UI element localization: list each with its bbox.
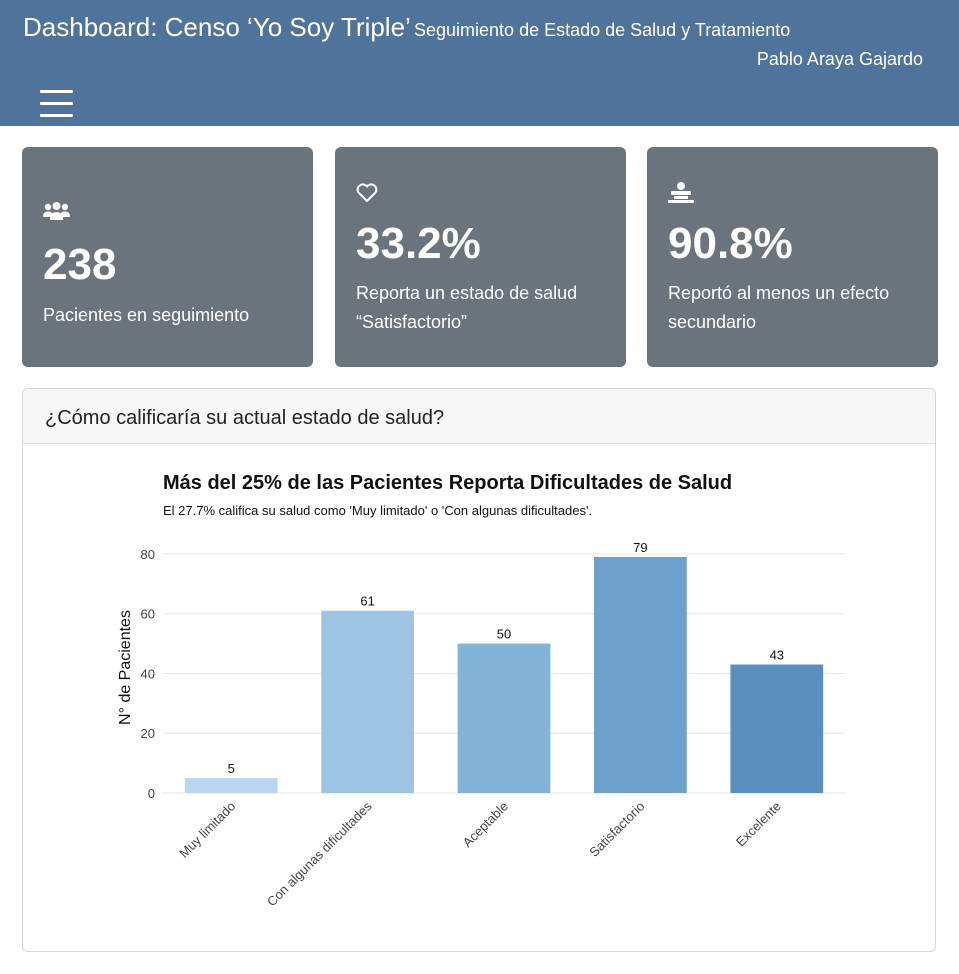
y-tick-label: 40 bbox=[141, 666, 155, 681]
users-icon bbox=[43, 202, 70, 227]
bar-value-label: 50 bbox=[497, 627, 511, 642]
value-box-value: 33.2% bbox=[356, 219, 481, 268]
card-header-title: ¿Cómo calificaría su actual estado de sa… bbox=[45, 407, 445, 429]
y-tick-label: 60 bbox=[141, 607, 155, 622]
bar-1 bbox=[184, 778, 278, 793]
health-status-bar-chart: Más del 25% de las Pacientes Reporta Dif… bbox=[117, 472, 845, 909]
chart-title: Más del 25% de las Pacientes Reporta Dif… bbox=[163, 472, 732, 494]
patient-bed-icon bbox=[668, 181, 694, 210]
bar-value-label: 61 bbox=[360, 594, 374, 609]
top-navbar: Dashboard: Censo ‘Yo Soy Triple’ Seguimi… bbox=[0, 0, 959, 126]
bar-4 bbox=[594, 556, 687, 793]
bar-3 bbox=[457, 643, 551, 793]
author-name: Pablo Araya Gajardo bbox=[756, 49, 923, 69]
x-tick-label: Excelente bbox=[733, 799, 784, 850]
y-tick-label: 80 bbox=[141, 547, 155, 562]
bar-value-label: 43 bbox=[770, 648, 784, 663]
value-box-label: Reporta un estado de salud “Satisfactori… bbox=[356, 283, 578, 332]
hamburger-menu-icon[interactable] bbox=[40, 90, 73, 118]
bar-2 bbox=[321, 610, 414, 793]
chart-subtitle: El 27.7% califica su salud como 'Muy lim… bbox=[163, 503, 592, 518]
x-tick-label: Aceptable bbox=[460, 799, 511, 850]
bar-5 bbox=[730, 664, 824, 793]
value-box-patients: 238 Pacientes en seguimiento bbox=[22, 147, 313, 367]
value-box-value: 90.8% bbox=[668, 219, 793, 268]
heart-icon bbox=[356, 183, 378, 208]
y-tick-label: 20 bbox=[141, 726, 155, 741]
x-tick-label: Muy limitado bbox=[176, 799, 238, 861]
y-tick-label: 0 bbox=[148, 786, 155, 801]
bar-value-label: 79 bbox=[633, 540, 647, 555]
y-axis-label: N° de Pacientes bbox=[117, 610, 134, 725]
dashboard-subtitle: Seguimiento de Estado de Salud y Tratami… bbox=[414, 20, 791, 40]
value-box-label: Reportó al menos un efecto secundario bbox=[668, 283, 890, 332]
health-status-card: ¿Cómo calificaría su actual estado de sa… bbox=[22, 388, 936, 952]
x-tick-label: Satisfactorio bbox=[586, 799, 647, 860]
value-box-side-effects: 90.8% Reportó al menos un efecto secunda… bbox=[647, 147, 938, 367]
value-box-value: 238 bbox=[43, 240, 117, 289]
value-box-health-status: 33.2% Reporta un estado de salud “Satisf… bbox=[335, 147, 626, 367]
dashboard-title: Dashboard: Censo ‘Yo Soy Triple’ bbox=[23, 12, 411, 42]
x-tick-label: Con algunas dificultades bbox=[264, 798, 375, 909]
card-header: ¿Cómo calificaría su actual estado de sa… bbox=[23, 389, 935, 444]
value-box-label: Pacientes en seguimiento bbox=[43, 305, 250, 325]
bar-value-label: 5 bbox=[228, 761, 235, 776]
